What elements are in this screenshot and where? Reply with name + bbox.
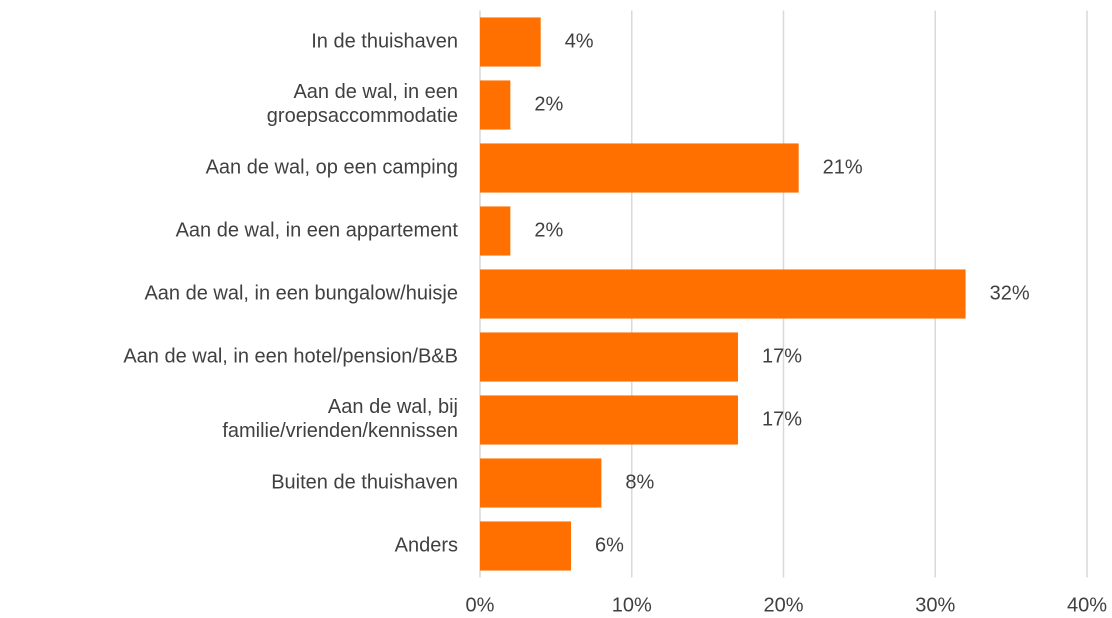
y-tick-label: Buiten de thuishaven [271, 471, 458, 493]
bar [480, 269, 966, 319]
y-tick-label: Anders [395, 534, 458, 556]
value-label: 2% [534, 219, 563, 241]
bar [480, 80, 511, 130]
value-label: 21% [823, 156, 863, 178]
value-label: 4% [565, 30, 594, 52]
x-tick-label: 30% [915, 594, 955, 616]
value-label: 8% [625, 471, 654, 493]
x-tick-label: 20% [763, 594, 803, 616]
y-tick-label: Aan de wal, in een groepsaccommodatie [267, 81, 458, 127]
y-tick-label: Aan de wal, in een appartement [176, 219, 459, 241]
y-tick-label: Aan de wal, in een bungalow/huisje [144, 282, 458, 304]
y-tick-label: In de thuishaven [311, 30, 458, 52]
bar [480, 521, 572, 571]
value-label: 32% [990, 282, 1030, 304]
x-tick-label: 40% [1067, 594, 1107, 616]
value-label: 17% [762, 345, 802, 367]
bar [480, 458, 602, 508]
value-label: 2% [534, 93, 563, 115]
x-tick-label: 0% [466, 594, 495, 616]
y-tick-label: Aan de wal, in een hotel/pension/B&B [123, 345, 458, 367]
bar [480, 206, 511, 256]
bar [480, 332, 738, 382]
bar [480, 17, 541, 67]
y-tick-label: Aan de wal, bij familie/vrienden/kennisse… [222, 396, 458, 442]
bar [480, 143, 799, 193]
x-tick-label: 10% [612, 594, 652, 616]
value-label: 6% [595, 534, 624, 556]
value-label: 17% [762, 408, 802, 430]
y-tick-label: Aan de wal, op een camping [206, 156, 458, 178]
bar [480, 395, 738, 445]
